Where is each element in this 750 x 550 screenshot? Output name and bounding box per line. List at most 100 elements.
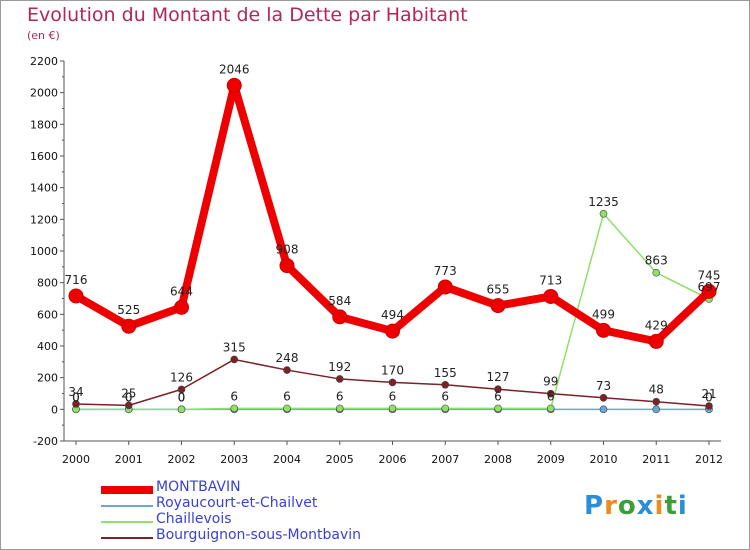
y-tick-label: 800 bbox=[37, 277, 58, 290]
data-point bbox=[701, 283, 717, 299]
y-tick-label: 1600 bbox=[30, 150, 58, 163]
data-label: 863 bbox=[645, 254, 668, 268]
data-label: 0 bbox=[178, 390, 186, 404]
y-tick-label: 600 bbox=[37, 308, 58, 321]
chart-subtitle: (en €) bbox=[27, 29, 60, 42]
data-point bbox=[437, 279, 453, 295]
y-tick-label: 0 bbox=[51, 403, 58, 416]
data-label: 494 bbox=[381, 308, 404, 322]
logo-letter: r bbox=[604, 491, 618, 521]
logo-letter: x bbox=[636, 491, 655, 521]
x-tick-label: 2009 bbox=[537, 453, 565, 466]
data-label: 6 bbox=[230, 389, 238, 403]
data-point bbox=[230, 355, 239, 364]
data-label: 0 bbox=[72, 390, 80, 404]
data-label: 0 bbox=[72, 390, 80, 404]
data-label: 127 bbox=[487, 370, 510, 384]
legend-swatch bbox=[101, 486, 153, 494]
y-tick-label: 1200 bbox=[30, 213, 58, 226]
x-tick-label: 2003 bbox=[220, 453, 248, 466]
y-tick-label: 2200 bbox=[30, 55, 58, 68]
data-point bbox=[705, 402, 713, 410]
data-point bbox=[494, 385, 502, 394]
data-label: 6 bbox=[336, 389, 344, 403]
data-label: 0 bbox=[125, 390, 133, 404]
data-point bbox=[599, 209, 608, 218]
data-label: 1235 bbox=[588, 195, 619, 209]
data-label: 713 bbox=[539, 273, 562, 287]
data-point bbox=[174, 299, 189, 315]
data-label: 908 bbox=[276, 243, 299, 257]
data-point bbox=[388, 378, 397, 387]
data-point bbox=[596, 322, 611, 338]
data-point bbox=[441, 404, 450, 413]
data-point bbox=[279, 258, 295, 274]
legend-label: Chaillevois bbox=[156, 511, 232, 527]
data-label: 716 bbox=[65, 273, 88, 287]
data-label: 21 bbox=[701, 387, 716, 401]
legend-swatch bbox=[101, 537, 153, 539]
data-label: 248 bbox=[276, 351, 299, 365]
y-tick-label: -200 bbox=[33, 435, 58, 448]
data-point bbox=[599, 405, 608, 414]
x-tick-label: 2012 bbox=[695, 453, 723, 466]
data-point bbox=[441, 380, 450, 389]
logo-letter: o bbox=[617, 491, 637, 521]
data-label: 48 bbox=[649, 383, 664, 397]
logo-letter: t bbox=[664, 491, 678, 521]
x-tick-label: 2001 bbox=[115, 453, 143, 466]
legend-swatch bbox=[101, 521, 153, 523]
data-label: 6 bbox=[283, 389, 291, 403]
chart-title: Evolution du Montant de la Dette par Hab… bbox=[27, 4, 468, 26]
data-point bbox=[599, 393, 608, 402]
data-label: 6 bbox=[441, 389, 449, 403]
legend-swatch bbox=[101, 505, 153, 507]
x-tick-label: 2008 bbox=[484, 453, 512, 466]
data-point bbox=[494, 404, 502, 413]
y-tick-label: 1800 bbox=[30, 118, 58, 131]
data-point bbox=[230, 404, 239, 413]
x-tick-label: 2010 bbox=[590, 453, 618, 466]
data-label: 525 bbox=[117, 303, 140, 317]
data-label: 773 bbox=[434, 264, 457, 278]
data-label: 429 bbox=[645, 318, 668, 332]
data-point bbox=[546, 404, 555, 413]
data-point bbox=[68, 288, 84, 304]
x-tick-label: 2006 bbox=[379, 453, 407, 466]
data-label: 655 bbox=[487, 283, 510, 297]
data-point bbox=[72, 400, 80, 408]
data-point bbox=[332, 309, 348, 325]
y-tick-label: 1000 bbox=[30, 245, 58, 258]
data-point bbox=[385, 323, 400, 339]
data-label: 170 bbox=[381, 363, 404, 377]
x-tick-label: 2007 bbox=[431, 453, 459, 466]
y-tick-label: 200 bbox=[37, 372, 58, 385]
data-point bbox=[177, 405, 186, 414]
data-label: 155 bbox=[434, 366, 457, 380]
data-label: 73 bbox=[596, 379, 611, 393]
data-label: 99 bbox=[543, 375, 558, 389]
data-point bbox=[652, 405, 661, 414]
data-label: 0 bbox=[705, 390, 713, 404]
data-point bbox=[335, 404, 344, 413]
data-point bbox=[226, 77, 242, 93]
data-label: 2046 bbox=[219, 62, 250, 76]
logo-letter: P bbox=[584, 491, 605, 521]
data-point bbox=[177, 385, 186, 394]
data-label: 499 bbox=[592, 307, 615, 321]
data-point bbox=[490, 298, 506, 314]
y-tick-label: 1400 bbox=[30, 182, 58, 195]
x-tick-label: 2004 bbox=[273, 453, 301, 466]
data-label: 34 bbox=[68, 385, 83, 399]
data-label: 192 bbox=[328, 360, 351, 374]
data-label: 0 bbox=[178, 390, 186, 404]
y-tick-label: 2000 bbox=[30, 87, 58, 100]
data-point bbox=[546, 389, 555, 398]
data-label: 6 bbox=[389, 389, 397, 403]
y-tick-label: 400 bbox=[37, 340, 58, 353]
data-point bbox=[388, 404, 397, 413]
x-tick-label: 2000 bbox=[62, 453, 90, 466]
data-point bbox=[652, 397, 661, 406]
